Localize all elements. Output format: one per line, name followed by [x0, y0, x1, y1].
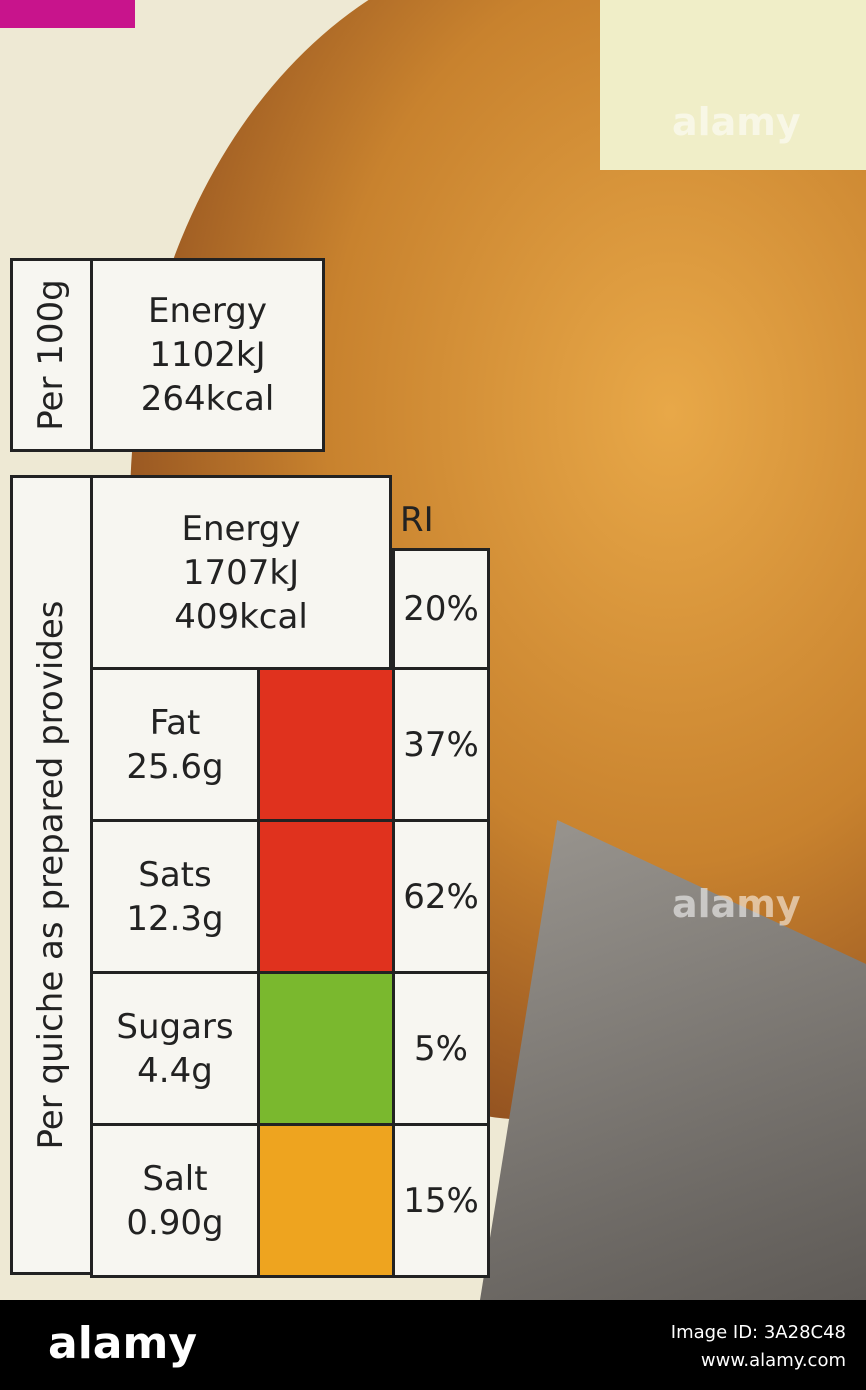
- label-cell: [10, 258, 93, 452]
- ri-cell: 20%: [392, 548, 490, 670]
- nutrient-amount: 4.4g: [137, 1050, 213, 1091]
- ri-cell: 15%: [392, 1123, 490, 1278]
- energy-cell: Energy 1102kJ 264kcal: [90, 258, 325, 452]
- nutrient-amount: 12.3g: [126, 898, 224, 939]
- energy-kcal: 409kcal: [174, 596, 308, 637]
- traffic-light: [257, 971, 395, 1126]
- energy-label: Energy: [181, 508, 301, 549]
- ri-cell: 62%: [392, 819, 490, 974]
- footer-id: Image ID: 3A28C48: [670, 1322, 846, 1343]
- watermark: alamy: [672, 882, 801, 926]
- energy-kcal: 264kcal: [140, 379, 275, 419]
- per-portion-label: Per quiche as prepared provides: [31, 600, 71, 1150]
- energy-cell: Energy 1707kJ 409kcal: [90, 475, 392, 670]
- footer-url: www.alamy.com: [700, 1350, 846, 1371]
- nutrient-cell: Salt 0.90g: [90, 1123, 260, 1278]
- ri-cell: 5%: [392, 971, 490, 1126]
- nutrient-cell: Sugars 4.4g: [90, 971, 260, 1126]
- nutrient-name: Sats: [138, 854, 212, 895]
- traffic-light: [257, 819, 395, 974]
- ri-value: 15%: [403, 1180, 479, 1221]
- pink-strip: [0, 0, 135, 28]
- ri-value: 37%: [403, 724, 479, 765]
- energy-kj: 1102kJ: [149, 335, 266, 375]
- ri-value: 62%: [403, 876, 479, 917]
- footer-logo: alamy: [48, 1318, 197, 1369]
- nutrient-amount: 0.90g: [126, 1202, 224, 1243]
- ri-value: 5%: [414, 1028, 468, 1069]
- traffic-light: [257, 1123, 395, 1278]
- nutrient-name: Fat: [149, 702, 201, 743]
- ri-cell: 37%: [392, 667, 490, 822]
- ri-header: RI: [400, 500, 434, 540]
- nutrient-amount: 25.6g: [126, 746, 224, 787]
- per-100g-label: Per 100g: [31, 279, 71, 431]
- footer-bar: [0, 1300, 866, 1390]
- energy-kj: 1707kJ: [182, 552, 300, 593]
- ri-value: 20%: [403, 589, 479, 629]
- nutrient-name: Sugars: [116, 1006, 234, 1047]
- traffic-light: [257, 667, 395, 822]
- nutrient-name: Salt: [142, 1158, 208, 1199]
- nutrient-cell: Sats 12.3g: [90, 819, 260, 974]
- watermark: alamy: [672, 100, 801, 144]
- nutrient-cell: Fat 25.6g: [90, 667, 260, 822]
- cream-panel: [600, 0, 866, 170]
- energy-label: Energy: [147, 291, 268, 331]
